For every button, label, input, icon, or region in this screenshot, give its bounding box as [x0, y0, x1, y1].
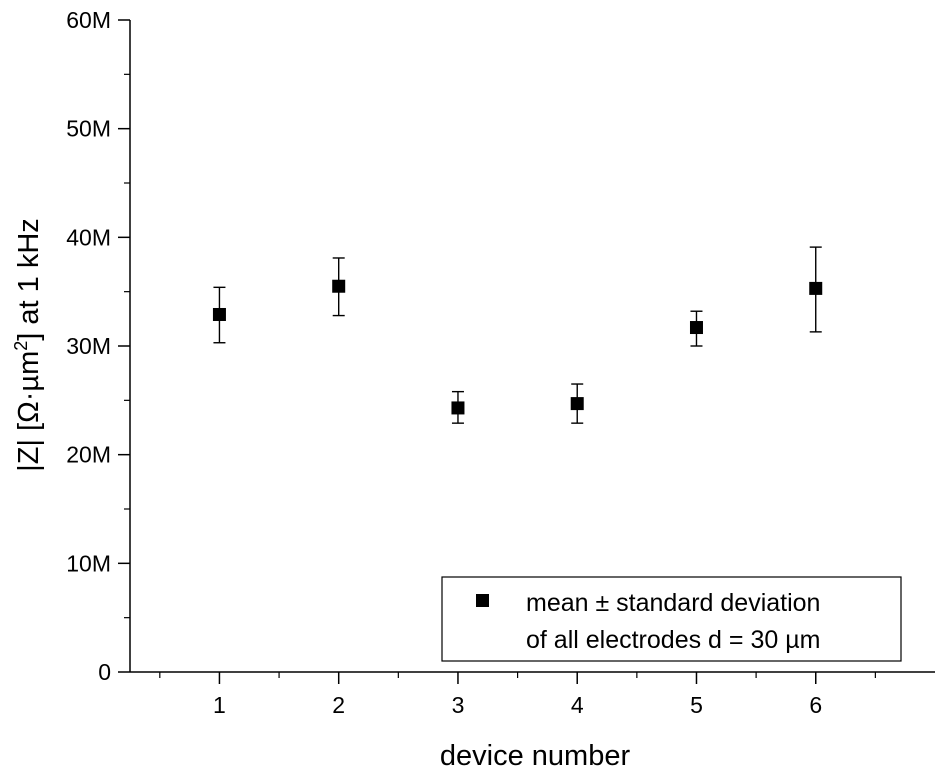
y-tick-label: 50M [66, 116, 111, 142]
x-tick-label: 3 [452, 692, 465, 718]
x-tick-label: 1 [213, 692, 226, 718]
y-tick-label: 30M [66, 333, 111, 359]
legend-text-line-2: of all electrodes d = 30 µm [526, 626, 820, 654]
y-tick-label: 0 [98, 659, 111, 685]
x-axis-title: device number [440, 740, 631, 772]
legend-text-line-1: mean ± standard deviation [526, 589, 820, 617]
data-point [332, 279, 346, 293]
x-tick-label: 5 [690, 692, 703, 718]
y-axis-title-text: |Z| [Ω·µm2] at 1 kHz [11, 218, 45, 472]
y-axis-title-main: |Z| [Ω·µm [13, 351, 45, 472]
y-tick-label: 10M [66, 550, 111, 576]
y-tick-label: 60M [66, 7, 111, 33]
data-point [451, 401, 465, 415]
y-tick-label: 40M [66, 224, 111, 250]
legend: mean ± standard deviation of all electro… [441, 576, 902, 662]
data-point [689, 321, 703, 335]
x-tick-label: 4 [571, 692, 584, 718]
y-axis-title-superscript: 2 [11, 341, 31, 351]
data-point [212, 307, 226, 321]
x-tick-label: 6 [809, 692, 822, 718]
data-point [809, 281, 823, 295]
axes: 0 10M 20M 30M 40M 50M 60M 1 2 3 4 5 6 [66, 7, 935, 718]
legend-box [441, 576, 902, 662]
data-point [570, 397, 584, 411]
x-tick-label: 2 [332, 692, 345, 718]
y-axis-title-suffix: ] at 1 kHz [13, 218, 45, 341]
data-marks [212, 246, 823, 424]
y-tick-label: 20M [66, 442, 111, 468]
y-axis-title: |Z| [Ω·µm2] at 1 kHz [11, 218, 45, 472]
legend-marker-square-icon [476, 594, 489, 607]
